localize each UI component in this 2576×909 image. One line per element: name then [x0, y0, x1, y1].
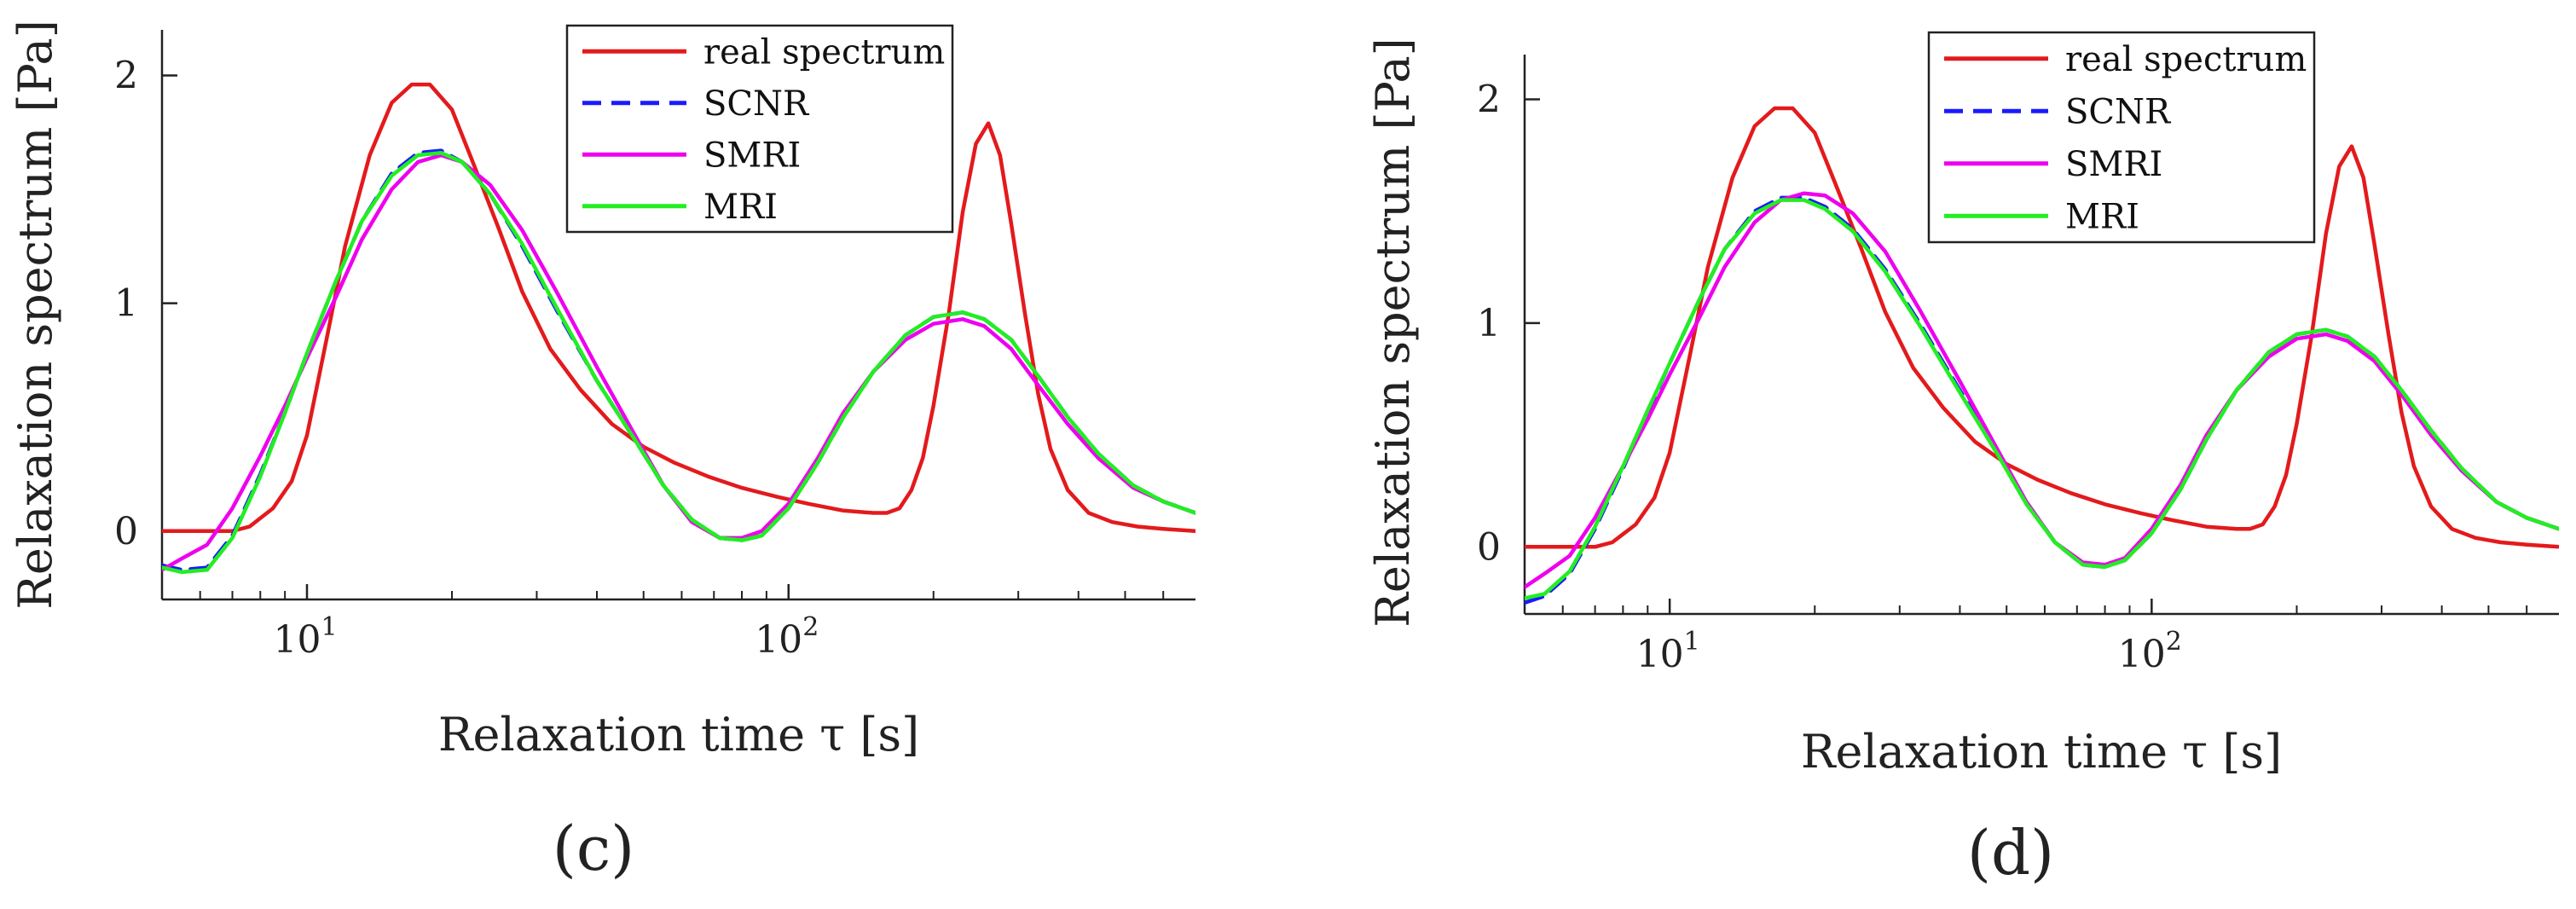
- series-group: [1525, 106, 2559, 605]
- x-tick-label: 101: [273, 612, 337, 662]
- y-tick-label: 2: [1477, 78, 1501, 121]
- x-tick-label: 102: [2118, 627, 2182, 676]
- y-tick-label: 2: [114, 54, 138, 97]
- x-axis-label: Relaxation time τ [s]: [1801, 725, 2282, 779]
- x-axis-label: Relaxation time τ [s]: [438, 708, 919, 761]
- y-tick-label: 0: [114, 510, 138, 553]
- y-axis-label: Relaxation spectrum [Pa]: [9, 20, 62, 610]
- panel-label: (c): [553, 813, 635, 884]
- legend-box: [1927, 31, 2316, 244]
- series-line-mri: [1525, 198, 2559, 600]
- legend-entry: real spectrum: [703, 32, 945, 72]
- panel-label: (d): [1967, 817, 2054, 889]
- legend-entry: real spectrum: [2065, 40, 2307, 79]
- legend-entry: MRI: [703, 188, 778, 227]
- legend-entry: MRI: [2065, 197, 2139, 236]
- y-axis-label: Relaxation spectrum [Pa]: [1366, 38, 1420, 628]
- y-tick-label: 1: [1477, 302, 1501, 345]
- legend: real spectrum SCNR SMRI MRI: [565, 24, 954, 234]
- chart-panel-c: 101 102 0 1 2 Relaxation time τ [s] Relaxation…: [9, 20, 1195, 884]
- legend-entry: SCNR: [2065, 92, 2172, 131]
- chart-panel-d: 101 102 0 1 2 Relaxation time τ [s] Relaxation…: [1366, 31, 2559, 889]
- y-tick-label: 0: [1477, 525, 1501, 569]
- legend-box: [565, 24, 954, 234]
- legend: real spectrum SCNR SMRI MRI: [1927, 31, 2316, 244]
- legend-entry: SCNR: [703, 84, 810, 124]
- x-tick-label: 101: [1636, 627, 1700, 676]
- series-line-real-spectrum: [1525, 106, 2559, 549]
- legend-entry: SMRI: [2065, 145, 2162, 184]
- x-tick-label: 102: [755, 612, 819, 662]
- y-tick-label: 1: [114, 282, 138, 326]
- legend-entry: SMRI: [703, 136, 801, 175]
- series-line-mri: [162, 151, 1195, 575]
- series-group: [162, 82, 1195, 575]
- series-line-real-spectrum: [162, 82, 1195, 534]
